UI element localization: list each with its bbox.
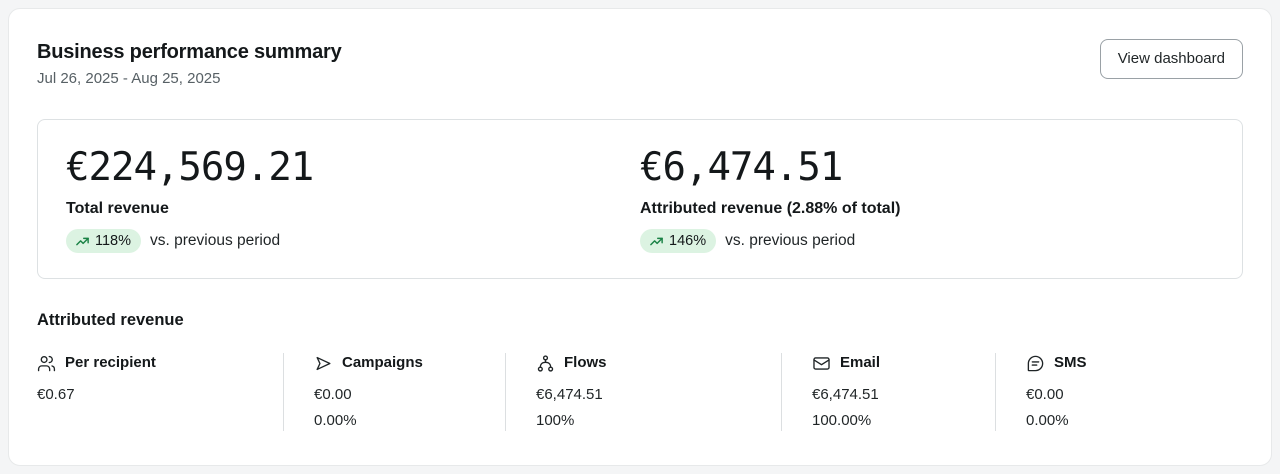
total-revenue-value: €224,569.21 [66,145,314,190]
change-value: 146% [669,233,707,249]
stat-sms: SMS €0.00 0.00% [995,353,1243,431]
stat-label: Campaigns [342,354,423,371]
trend-up-icon [650,237,663,245]
sms-icon [1027,355,1044,371]
stat-label: SMS [1054,354,1087,371]
stat-value: €6,474.51 [812,386,879,403]
stat-label: Flows [564,354,607,371]
stat-email: Email €6,474.51 100.00% [781,353,995,431]
stat-head: Campaigns [314,353,495,373]
stat-campaigns: Campaigns €0.00 0.00% [283,353,505,431]
stat-value: €0.00 [314,386,352,403]
stat-head: Flows [536,353,771,373]
stat-flows: Flows €6,474.51 100% [505,353,781,431]
date-range: Jul 26, 2025 - Aug 25, 2025 [37,70,221,87]
total-revenue-metric: €224,569.21 Total revenue 118% vs. previ… [66,146,640,253]
stat-value: €0.67 [37,386,75,403]
attributed-revenue-section-title: Attributed revenue [37,311,184,329]
card-header: Business performance summary Jul 26, 202… [37,39,1243,89]
attributed-revenue-label: Attributed revenue (2.88% of total) [640,200,901,217]
stat-value: €0.00 [1026,386,1064,403]
page-title: Business performance summary [37,41,342,63]
stat-percent: 0.00% [314,412,357,429]
stat-value: €6,474.51 [536,386,603,403]
stat-percent: 0.00% [1026,412,1069,429]
attributed-revenue-metric: €6,474.51 Attributed revenue (2.88% of t… [640,146,1214,253]
people-icon [37,355,56,371]
stat-percent: 100.00% [812,412,872,429]
change-caption: vs. previous period [150,232,281,249]
flows-icon [537,354,554,372]
change-badge: 118% [66,229,142,253]
stat-head: Email [812,353,985,373]
view-dashboard-button[interactable]: View dashboard [1099,39,1243,79]
stat-label: Email [840,354,881,371]
business-summary-card: Business performance summary Jul 26, 202… [8,8,1272,466]
attributed-revenue-breakdown: Per recipient €0.67 Campaigns €0.00 0.00… [37,353,1243,431]
send-icon [316,356,331,370]
trend-up-icon [76,237,89,245]
total-revenue-change-row: 118% vs. previous period [66,229,640,253]
attributed-revenue-change-row: 146% vs. previous period [640,229,1214,253]
attributed-revenue-value: €6,474.51 [640,145,843,190]
stat-head: Per recipient [37,353,273,373]
total-revenue-label: Total revenue [66,200,169,217]
change-badge: 146% [640,229,717,253]
change-value: 118% [95,233,132,249]
stat-label: Per recipient [65,354,156,371]
metrics-panel: €224,569.21 Total revenue 118% vs. previ… [37,119,1243,279]
email-icon [813,356,830,370]
stat-percent: 100% [536,412,575,429]
stat-head: SMS [1026,353,1233,373]
change-caption: vs. previous period [725,232,856,249]
stat-per-recipient: Per recipient €0.67 [37,353,283,431]
header-text-block: Business performance summary Jul 26, 202… [37,39,342,89]
